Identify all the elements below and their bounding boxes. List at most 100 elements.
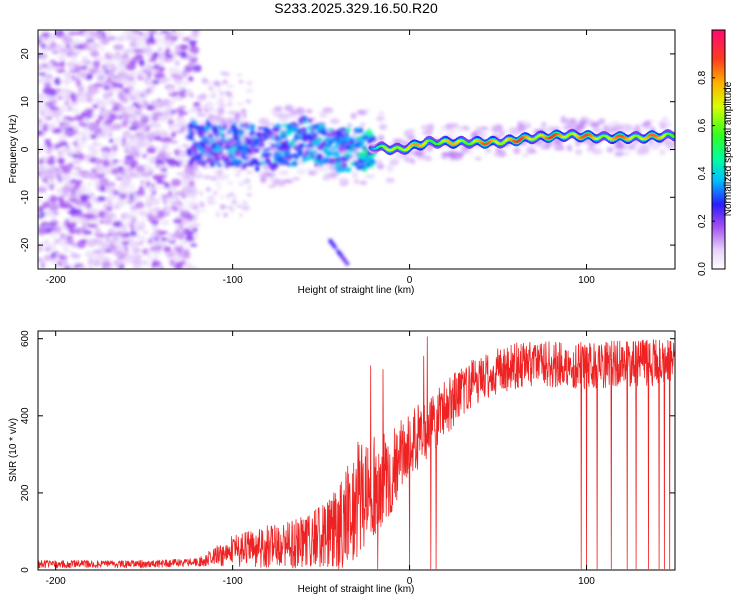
spectrogram-core-cell xyxy=(325,150,333,157)
spectrogram-noise-cell xyxy=(213,190,218,196)
spectrogram-noise-cell xyxy=(179,44,189,51)
spectrogram-noise-cell xyxy=(226,205,234,210)
spectrogram-core-cell xyxy=(328,157,337,164)
spectrogram-core-cell xyxy=(231,127,237,132)
spectrogram-halo-cell xyxy=(378,110,385,118)
spectrogram-noise-cell xyxy=(120,58,129,67)
spectrogram-noise-cell xyxy=(180,162,185,168)
colorbar: 0.0 0.2 0.4 0.6 0.8 Normalized spectral ampl… xyxy=(697,29,734,276)
spectrogram-noise-cell xyxy=(92,60,101,68)
spectrogram-noise-cell xyxy=(147,78,153,87)
spectrogram-halo-cell xyxy=(208,109,218,113)
spectrogram-noise-cell xyxy=(77,96,87,101)
spectrogram-noise-cell xyxy=(176,205,183,211)
spectrogram-core-cell xyxy=(335,131,342,136)
spectrogram-noise-cell xyxy=(68,192,73,199)
spectrogram-core-cell xyxy=(187,159,192,166)
spectrogram-noise-cell xyxy=(38,210,46,219)
snr-y-label: SNR (10 * v/v) xyxy=(8,418,19,482)
colorbar-tick-label: 0.0 xyxy=(697,262,708,276)
spectrogram-noise-cell xyxy=(44,138,51,144)
spectrogram-core-cell xyxy=(188,123,195,128)
spectrogram-noise-cell xyxy=(135,37,145,44)
spectrogram-noise-cell xyxy=(44,247,51,252)
spectrogram-noise-cell xyxy=(82,60,88,66)
spectrogram-noise-cell xyxy=(79,239,88,243)
spectrogram-noise-cell xyxy=(137,121,146,128)
spectrogram-noise-cell xyxy=(135,189,145,196)
spectrogram-noise-cell xyxy=(56,186,63,194)
spectrogram-halo-cell xyxy=(529,149,536,154)
spectrogram-noise-cell xyxy=(87,172,98,180)
spectrogram-noise-cell xyxy=(243,180,251,184)
spectrogram-noise-cell xyxy=(88,266,94,269)
spectrogram-noise-cell xyxy=(131,172,138,178)
spectrogram-noise-cell xyxy=(143,185,148,192)
spectrogram-noise-cell xyxy=(145,38,153,43)
spectrogram-core-cell xyxy=(335,168,341,173)
spectrogram-core-cell xyxy=(359,163,365,170)
spectrogram-noise-cell xyxy=(156,159,165,166)
spectrogram-core-cell xyxy=(228,148,233,154)
spectrogram-noise-cell xyxy=(39,172,46,180)
spectrogram-halo-cell xyxy=(386,164,394,173)
spectrogram-noise-cell xyxy=(175,129,185,134)
spectrogram-halo-cell xyxy=(422,129,433,136)
spectrogram-core-cell xyxy=(270,136,275,141)
spectrogram-halo-cell xyxy=(413,150,424,157)
spectrogram-halo-cell xyxy=(307,171,316,176)
spectrogram-noise-cell xyxy=(135,142,147,147)
spectrogram-noise-cell xyxy=(38,168,45,173)
spectrogram-core-cell xyxy=(331,129,337,136)
spectrogram-halo-cell xyxy=(353,179,361,184)
spectrogram-core-cell xyxy=(360,155,365,160)
spectrogram-noise-cell xyxy=(140,180,145,185)
spectrogram-halo-cell xyxy=(217,107,225,115)
spectrogram-core-cell xyxy=(212,130,220,136)
spectrogram-core-cell xyxy=(337,145,345,152)
spectrogram-core-cell xyxy=(255,132,263,137)
spectrogram-core-cell xyxy=(282,122,287,128)
spectrogram-noise-cell xyxy=(199,209,207,213)
spectrogram-noise-cell xyxy=(117,185,127,195)
spectrogram-noise-cell xyxy=(57,159,65,165)
spectrogram-noise-cell xyxy=(180,50,188,59)
spectrogram-core-cell xyxy=(235,140,242,146)
spectrogram-ridge-core xyxy=(407,145,412,149)
spectrogram-x-tick-label: 100 xyxy=(578,275,595,286)
spectrogram-noise-cell xyxy=(73,38,80,47)
spectrogram-halo-cell xyxy=(540,122,547,130)
spectrogram-noise-cell xyxy=(39,104,50,113)
spectrogram-noise-cell xyxy=(80,65,88,70)
spectrogram-ridge-core xyxy=(421,143,426,146)
spectrogram-core-cell xyxy=(308,149,314,154)
spectrogram-core-cell xyxy=(257,126,264,131)
spectrogram-noise-cell xyxy=(85,123,94,128)
spectrogram-noise-cell xyxy=(190,46,200,55)
spectrogram-noise-cell xyxy=(151,214,162,221)
spectrogram-noise-cell xyxy=(106,239,117,244)
spectrogram-noise-cell xyxy=(149,99,161,107)
spectrogram-noise-cell xyxy=(215,211,221,218)
spectrogram-y-tick-label: 10 xyxy=(20,96,31,108)
spectrogram-noise-cell xyxy=(209,88,217,95)
spectrogram-noise-cell xyxy=(89,149,99,156)
spectrogram-noise-cell xyxy=(108,138,114,143)
spectrogram-noise-cell xyxy=(144,203,152,209)
spectrogram-core-cell xyxy=(214,146,222,153)
spectrogram-noise-cell xyxy=(223,212,228,218)
spectrogram-core-cell xyxy=(255,162,262,166)
spectrogram-noise-cell xyxy=(96,77,104,84)
spectrogram-noise-cell xyxy=(164,41,173,46)
spectrogram-noise-cell xyxy=(223,104,228,107)
spectrogram-noise-cell xyxy=(193,233,199,240)
spectrogram-noise-cell xyxy=(76,141,87,147)
spectrogram-noise-cell xyxy=(98,158,103,164)
spectrogram-noise-cell xyxy=(139,173,150,177)
spectrogram-cells xyxy=(38,30,675,269)
spectrogram-core-cell xyxy=(294,133,299,137)
spectrogram-core-cell xyxy=(302,135,308,143)
spectrogram-halo-cell xyxy=(659,148,666,156)
spectrogram-noise-cell xyxy=(160,219,170,226)
spectrogram-x-tick-label: -200 xyxy=(46,275,66,286)
